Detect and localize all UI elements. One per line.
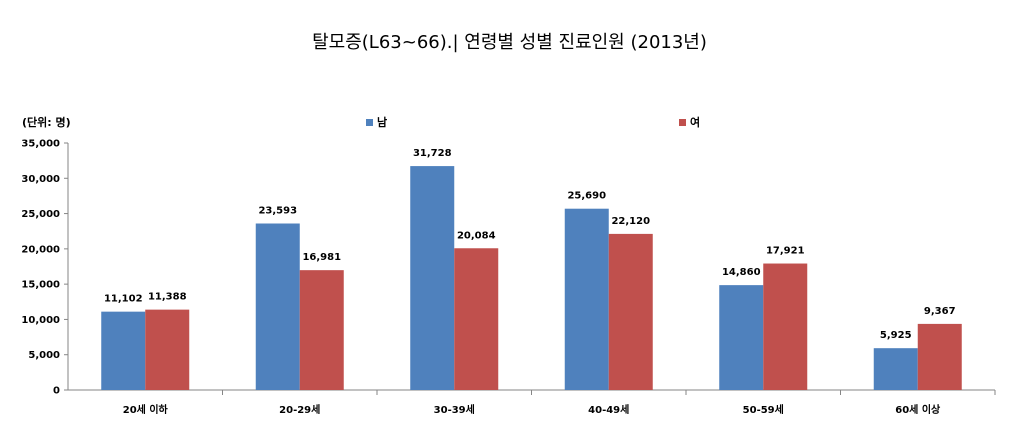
- data-label-female: 16,981: [302, 252, 341, 263]
- bar-female: [763, 263, 808, 390]
- bar-male: [101, 311, 146, 390]
- legend-label-male: 남: [377, 116, 388, 129]
- y-tick-label: 20,000: [21, 244, 60, 255]
- bar-male: [564, 208, 609, 390]
- y-tick-label: 0: [53, 386, 60, 397]
- bar-female: [145, 309, 190, 390]
- y-tick-label: 5,000: [28, 350, 60, 361]
- data-label-male: 25,690: [567, 191, 606, 202]
- category-label: 50-59세: [743, 403, 784, 416]
- y-tick-label: 15,000: [21, 280, 60, 291]
- bar-female: [608, 233, 653, 390]
- category-label: 40-49세: [588, 403, 629, 416]
- category-label: 20세 이하: [123, 403, 169, 416]
- data-label-male: 11,102: [104, 294, 143, 305]
- data-label-female: 11,388: [148, 292, 187, 303]
- bar-male: [719, 285, 764, 390]
- category-label: 20-29세: [279, 403, 320, 416]
- data-label-male: 23,593: [258, 206, 297, 217]
- data-label-female: 20,084: [457, 230, 496, 241]
- legend-label-female: 여: [690, 116, 701, 129]
- legend-swatch-female: [679, 118, 686, 126]
- y-tick-label: 25,000: [21, 209, 60, 220]
- legend-item-male: 남: [366, 114, 387, 130]
- data-label-female: 17,921: [766, 246, 805, 257]
- y-tick-label: 10,000: [21, 315, 60, 326]
- bar-female: [454, 248, 499, 390]
- legend-item-female: 여: [679, 114, 700, 130]
- data-label-male: 5,925: [880, 330, 912, 341]
- category-label: 60세 이상: [895, 403, 941, 416]
- data-label-male: 31,728: [413, 148, 452, 159]
- unit-label: (단위: 명): [22, 116, 71, 129]
- data-label-female: 22,120: [611, 216, 650, 227]
- legend-swatch-male: [366, 118, 373, 126]
- bar-female: [917, 323, 962, 390]
- category-label: 30-39세: [434, 403, 475, 416]
- bar-male: [255, 223, 300, 390]
- y-tick-label: 35,000: [21, 139, 60, 150]
- data-label-male: 14,860: [722, 267, 761, 278]
- chart-title: 탈모증(L63~66).| 연령별 성별 진료인원 (2013년): [312, 32, 707, 53]
- bar-male: [873, 348, 918, 390]
- data-label-female: 9,367: [924, 306, 956, 317]
- bar-female: [299, 270, 344, 390]
- bar-male: [410, 166, 455, 390]
- y-tick-label: 30,000: [21, 174, 60, 185]
